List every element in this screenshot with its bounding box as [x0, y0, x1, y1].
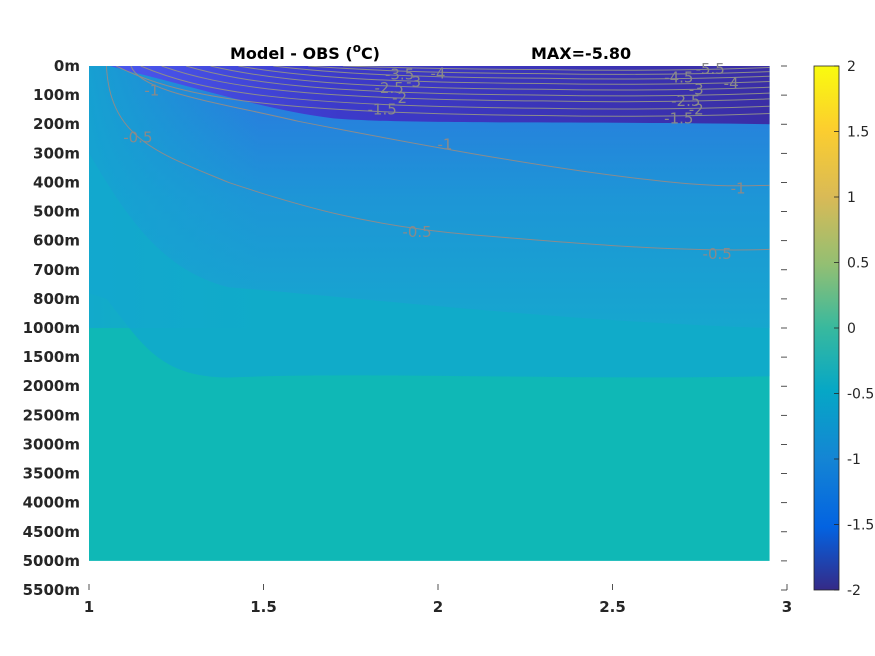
colorbar-tick-label: -1	[847, 452, 861, 468]
contour-level--1.5	[116, 66, 770, 117]
contour-level--4.5	[273, 66, 770, 80]
colorbar-tick-label: 1.5	[847, 125, 869, 141]
colorbar-tick-label: 2	[847, 59, 856, 75]
x-tick-label: 1.5	[250, 598, 277, 616]
contour-label: -2.5	[671, 92, 700, 110]
y-tick-label: 800m	[33, 290, 80, 308]
y-tick-label: 3000m	[23, 435, 80, 453]
y-axis: 0m 100m 200m 300m 400m 500m 600m 700m 800m 1000m 1…	[23, 57, 787, 599]
contour-label: -1	[144, 82, 159, 100]
y-tick-label: 5000m	[23, 552, 80, 570]
contour-level--3.5	[210, 66, 770, 91]
y-tick-label: 400m	[33, 173, 80, 191]
x-tick-label: 3	[782, 598, 792, 616]
y-tick-label: 500m	[33, 203, 80, 221]
contour-label: -1.5	[368, 101, 397, 119]
y-tick-label: 600m	[33, 232, 80, 250]
colorbar-tick-label: 0	[847, 321, 856, 337]
x-tick-label: 2.5	[599, 598, 626, 616]
x-axis: 1 1.5 2 2.5 3	[84, 584, 792, 616]
y-tick-label: 4500m	[23, 523, 80, 541]
contour-level--3	[185, 66, 770, 97]
contour-label: -1	[731, 179, 746, 197]
contour-label: -5.5	[696, 60, 725, 78]
contour-label: -4.5	[664, 69, 693, 87]
y-tick-label: 1500m	[23, 348, 80, 366]
contour-level--2	[140, 66, 770, 110]
chart-title: Model - OBS (oC)	[230, 41, 380, 63]
contour-label: -3	[689, 80, 704, 98]
heatmap-area	[89, 66, 770, 561]
y-tick-label: 300m	[33, 144, 80, 162]
y-tick-label: 2000m	[23, 377, 80, 395]
colorbar-tick-label: -1.5	[847, 518, 874, 534]
y-tick-label: 700m	[33, 261, 80, 279]
x-tick-label: 1	[84, 598, 94, 616]
y-tick-label: 0m	[54, 57, 80, 75]
contour-label: -2.5	[374, 79, 403, 97]
contour-level--5	[308, 66, 770, 75]
heatmap-top-band	[109, 66, 770, 125]
contour-label: -4	[724, 74, 739, 92]
y-tick-label: 5500m	[23, 581, 80, 599]
x-tick-label: 2	[433, 598, 443, 616]
y-tick-label: 200m	[33, 115, 80, 133]
colorbar-tick-label: -2	[847, 583, 861, 599]
max-label: MAX=-5.80	[531, 44, 631, 63]
contour-level--0.5	[105, 66, 770, 251]
colorbar-tick-label: -0.5	[847, 387, 874, 403]
y-tick-label: 100m	[33, 86, 80, 104]
contour-label: -2	[392, 89, 407, 107]
contour-label: -1	[437, 136, 452, 154]
contour-label: -0.5	[123, 128, 152, 146]
y-tick-label: 3500m	[23, 465, 80, 483]
contour-label: -1.5	[664, 109, 693, 127]
y-tick-label: 2500m	[23, 406, 80, 424]
contour-level--1	[130, 66, 770, 187]
contour-lines	[105, 66, 770, 251]
contour-label: -0.5	[703, 245, 732, 263]
contour-level--4	[238, 66, 770, 85]
contour-label: -2	[689, 101, 704, 119]
contour-level--5.5	[343, 66, 770, 71]
contour-label: -3	[406, 73, 421, 91]
colorbar: -2 -1.5 -1 -0.5 0 0.5 1 1.5 2	[813, 59, 874, 599]
contour-label: -3.5	[385, 66, 414, 84]
contour-labels: -3.5 -4-3-2.5-2-1.5-1-0.5 -1-0.5-5.5-4.5 -4…	[123, 60, 745, 263]
y-tick-label: 1000m	[23, 319, 80, 337]
y-tick-label: 4000m	[23, 494, 80, 512]
contour-label: -4	[431, 64, 446, 82]
colorbar-tick-label: 1	[847, 190, 856, 206]
contour-label: -0.5	[402, 223, 431, 241]
colorbar-tick-label: 0.5	[847, 256, 869, 272]
contour-level--2.5	[161, 66, 770, 103]
